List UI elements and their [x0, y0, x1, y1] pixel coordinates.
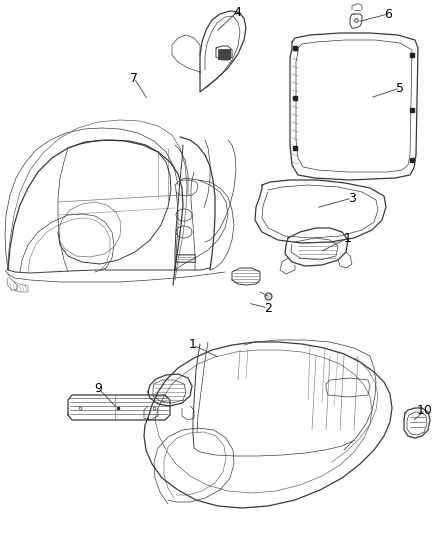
- Text: 4: 4: [233, 5, 241, 19]
- Text: 1: 1: [189, 338, 197, 351]
- Text: 1: 1: [344, 231, 352, 245]
- Text: 6: 6: [384, 7, 392, 20]
- Text: 7: 7: [130, 71, 138, 85]
- Text: 3: 3: [348, 191, 356, 205]
- Text: 10: 10: [417, 403, 433, 416]
- Text: 5: 5: [396, 82, 404, 94]
- Text: 2: 2: [264, 302, 272, 314]
- Text: 9: 9: [94, 382, 102, 394]
- Polygon shape: [218, 49, 230, 59]
